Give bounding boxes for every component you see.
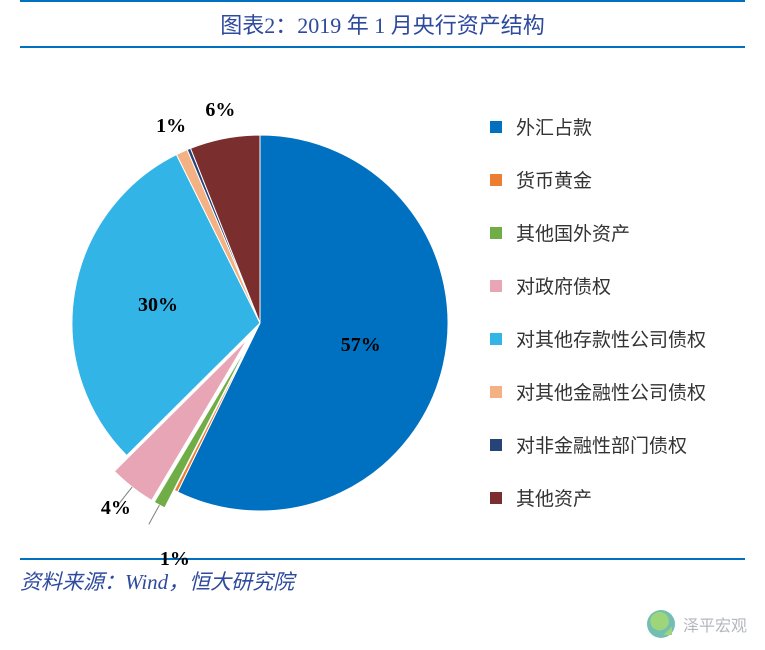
chart-title: 图表2：2019 年 1 月央行资产结构 <box>20 0 745 48</box>
legend-marker <box>490 280 502 292</box>
legend-label: 对非金融性部门债权 <box>516 431 687 458</box>
legend-marker <box>490 386 502 398</box>
legend-marker <box>490 333 502 345</box>
wechat-icon <box>647 610 675 638</box>
legend-item: 货币黄金 <box>490 166 706 193</box>
legend-label: 其他资产 <box>516 484 592 511</box>
legend-item: 外汇占款 <box>490 113 706 140</box>
slice-label: 6% <box>205 99 235 122</box>
slice-label: 30% <box>138 294 178 317</box>
legend-item: 对其他存款性公司债权 <box>490 325 706 352</box>
legend-label: 外汇占款 <box>516 113 592 140</box>
legend-marker <box>490 174 502 186</box>
legend-item: 其他国外资产 <box>490 219 706 246</box>
slice-label: 57% <box>341 334 381 357</box>
slice-label: 1% <box>156 115 186 138</box>
legend-marker <box>490 227 502 239</box>
pie-chart <box>25 108 495 578</box>
legend-label: 对政府债权 <box>516 272 611 299</box>
legend-item: 对非金融性部门债权 <box>490 431 706 458</box>
pie-svg <box>25 108 495 578</box>
legend-label: 货币黄金 <box>516 166 592 193</box>
chart-area: 外汇占款货币黄金其他国外资产对政府债权对其他存款性公司债权对其他金融性公司债权对… <box>20 58 745 558</box>
legend-label: 对其他存款性公司债权 <box>516 325 706 352</box>
watermark-text: 泽平宏观 <box>683 612 747 636</box>
slice-label: 4% <box>101 497 131 520</box>
watermark: 泽平宏观 <box>647 610 747 638</box>
legend: 外汇占款货币黄金其他国外资产对政府债权对其他存款性公司债权对其他金融性公司债权对… <box>490 113 706 537</box>
legend-label: 对其他金融性公司债权 <box>516 378 706 405</box>
legend-marker <box>490 121 502 133</box>
slice-label: 1% <box>160 548 190 571</box>
legend-item: 对政府债权 <box>490 272 706 299</box>
legend-marker <box>490 492 502 504</box>
legend-item: 其他资产 <box>490 484 706 511</box>
legend-marker <box>490 439 502 451</box>
legend-item: 对其他金融性公司债权 <box>490 378 706 405</box>
legend-label: 其他国外资产 <box>516 219 630 246</box>
